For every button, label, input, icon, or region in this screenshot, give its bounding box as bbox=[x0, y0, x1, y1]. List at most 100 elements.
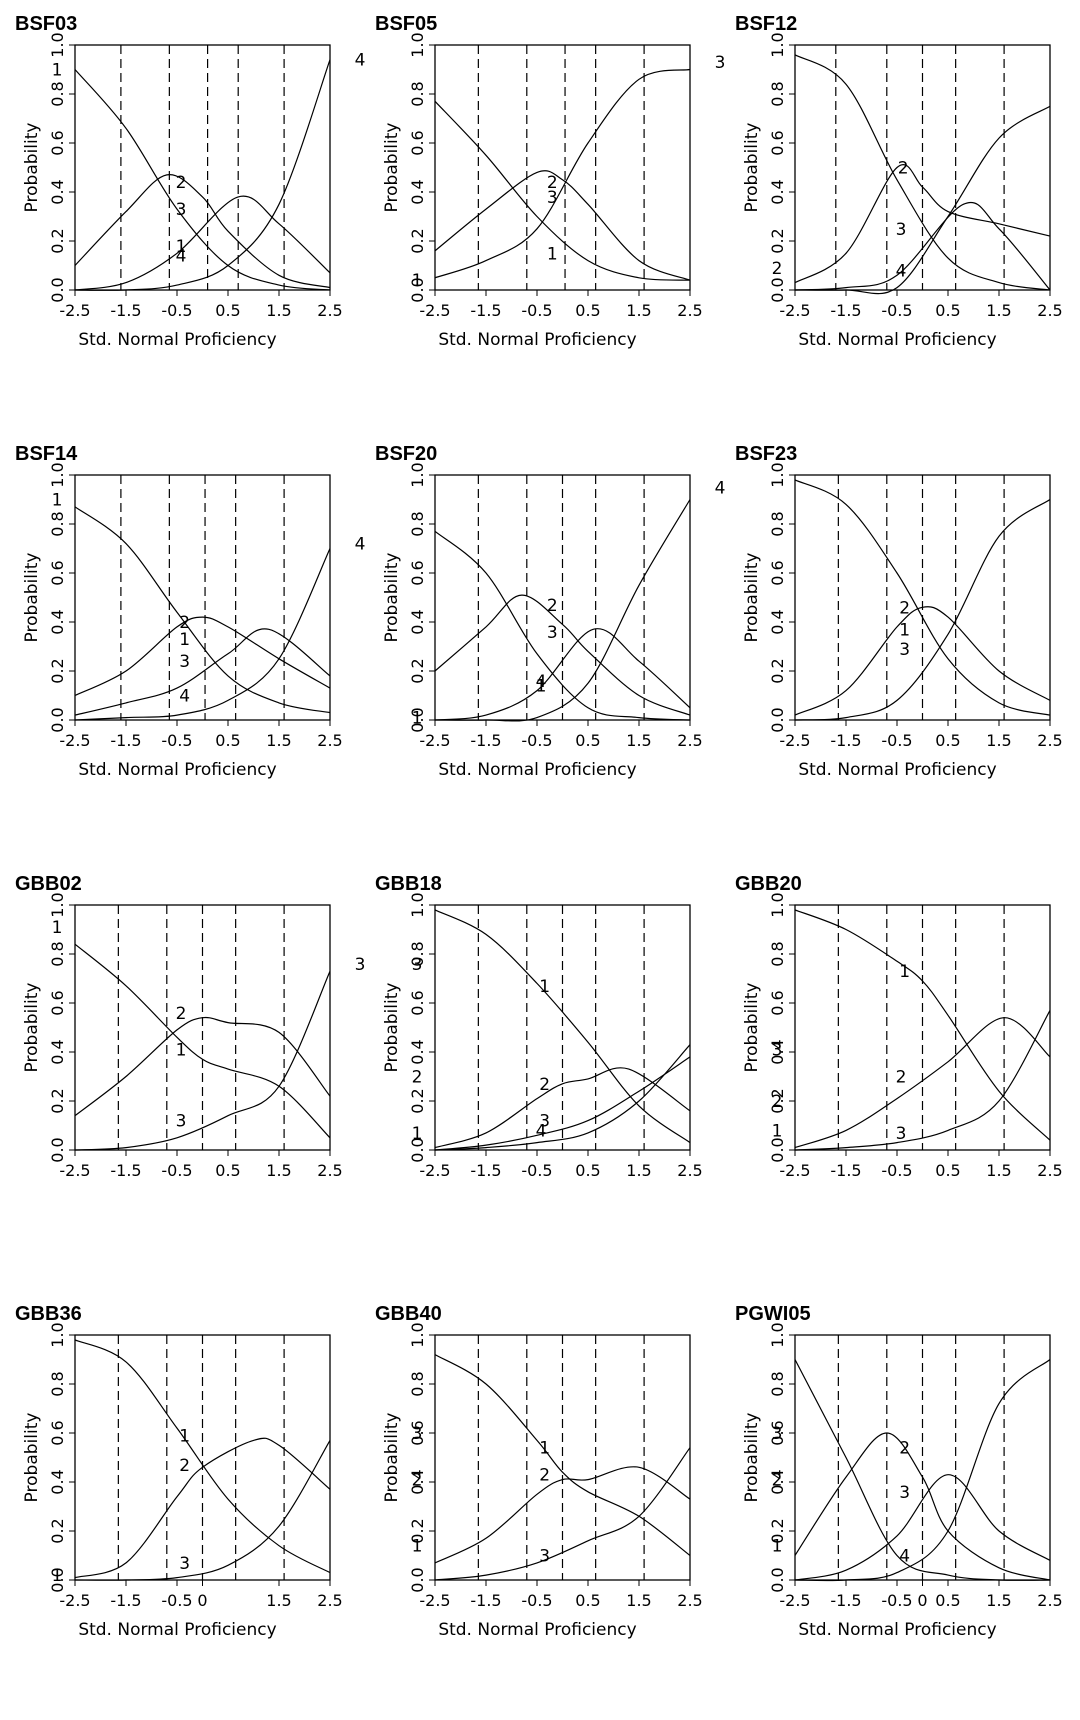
curve-label-3: 3 bbox=[899, 640, 910, 660]
x-tick-label: 2.5 bbox=[677, 301, 702, 320]
curve-label-3: 3 bbox=[179, 652, 190, 672]
chart-panel-bsf20: BSF20 -2.5 -1.5 -0.5 0.5 1.5 2.5 0.0 0.2 0.4 0.6 0.… bbox=[360, 430, 725, 860]
x-tick-label: -0.5 bbox=[161, 1161, 192, 1180]
margin-label-1: 1 bbox=[412, 1124, 423, 1144]
curve-label-3: 3 bbox=[176, 200, 187, 220]
chart-title: GBB18 bbox=[375, 873, 442, 895]
y-tick-label: 0.0 bbox=[408, 707, 427, 732]
curve-label-2: 2 bbox=[176, 1004, 187, 1024]
x-tick-label: 0.5 bbox=[575, 731, 600, 750]
y-tick-label: 0.4 bbox=[408, 1039, 427, 1064]
y-tick-label: 0.6 bbox=[768, 560, 787, 585]
y-axis-label: Probability bbox=[742, 553, 762, 643]
y-tick-label: 0.8 bbox=[48, 81, 67, 106]
curve-label-4: 4 bbox=[179, 687, 190, 707]
plot-frame bbox=[74, 44, 331, 291]
series-1-curve bbox=[794, 909, 1051, 1141]
y-tick-label: 0.2 bbox=[408, 228, 427, 253]
series-2-curve bbox=[794, 606, 1051, 716]
y-axis-label: Probability bbox=[382, 123, 402, 213]
y-tick-label: 0.4 bbox=[48, 1469, 67, 1494]
y-tick-label: 0.6 bbox=[48, 130, 67, 155]
margin-label-2: 2 bbox=[412, 1471, 423, 1491]
series-2-curve bbox=[434, 1466, 691, 1564]
curve-label-3: 3 bbox=[176, 1112, 187, 1132]
x-axis-label: Std. Normal Proficiency bbox=[78, 330, 276, 350]
series-1-curve bbox=[74, 506, 331, 714]
x-tick-label: -1.5 bbox=[110, 1591, 141, 1610]
y-tick-label: 0.8 bbox=[768, 511, 787, 536]
chart-panel-gbb20: GBB20 -2.5 -1.5 -0.5 0.5 1.5 2.5 0.0 0.2 0.4 0.6 0.… bbox=[720, 860, 1080, 1290]
x-tick-label: -0.5 bbox=[881, 301, 912, 320]
y-tick-label: 0.6 bbox=[768, 130, 787, 155]
series-2-curve bbox=[74, 1437, 331, 1579]
x-tick-label: -0.5 bbox=[161, 1591, 192, 1610]
x-tick-label: 1.5 bbox=[986, 731, 1011, 750]
curve-label-3: 3 bbox=[899, 1483, 910, 1503]
y-tick-label: 0.8 bbox=[408, 1371, 427, 1396]
series-1-curve bbox=[74, 1339, 331, 1574]
curve-label-1: 1 bbox=[179, 1426, 190, 1446]
curve-label-1: 1 bbox=[899, 620, 910, 640]
y-tick-label: 0.0 bbox=[768, 1137, 787, 1162]
y-tick-label: 0.0 bbox=[48, 1567, 67, 1592]
curve-label-2: 2 bbox=[179, 613, 190, 633]
x-tick-label: 2.5 bbox=[1037, 731, 1062, 750]
y-tick-label: 0.2 bbox=[408, 1518, 427, 1543]
y-tick-label: 0.0 bbox=[48, 277, 67, 302]
series-3-curve bbox=[794, 1010, 1051, 1151]
y-axis-label: Probability bbox=[742, 123, 762, 213]
x-tick-label: -0.5 bbox=[161, 301, 192, 320]
series-3-curve bbox=[434, 1056, 691, 1151]
chart-panel-pgwi05: PGWI05 -2.5 -1.5 -0.5 0 0.5 1.5 2.5 0.0 0.2 0.4 0.6… bbox=[720, 1290, 1080, 1720]
chart-svg: GBB20 -2.5 -1.5 -0.5 0.5 1.5 2.5 0.0 0.2 0.4 0.6 0.… bbox=[735, 873, 1063, 1180]
chart-title: GBB36 bbox=[15, 1303, 82, 1325]
series-2-curve bbox=[794, 164, 1051, 284]
x-tick-label: -2.5 bbox=[779, 1161, 810, 1180]
curve-label-2: 2 bbox=[176, 173, 187, 193]
x-tick-label: -2.5 bbox=[59, 301, 90, 320]
chart-panel-gbb18: GBB18 -2.5 -1.5 -0.5 0.5 1.5 2.5 0.0 0.2 0.4 0.6 0.… bbox=[360, 860, 720, 1290]
y-tick-label: 1.0 bbox=[408, 32, 427, 57]
chart-svg: GBB40 -2.5 -1.5 -0.5 0.5 1.5 2.5 0.0 0.2 0.4 0.6 0.… bbox=[375, 1303, 703, 1640]
curve-label-2: 2 bbox=[539, 1075, 550, 1095]
series-1-curve bbox=[794, 1359, 1051, 1581]
margin-label-3: 3 bbox=[715, 53, 726, 73]
x-tick-label: -0.5 bbox=[881, 731, 912, 750]
series-4-curve bbox=[794, 1359, 1051, 1582]
chart-svg: BSF14 -2.5 -1.5 -0.5 0.5 1.5 2.5 0.0 0.2 0.4 0.6 0.… bbox=[15, 443, 365, 780]
y-tick-label: 0.8 bbox=[768, 81, 787, 106]
series-4-curve bbox=[434, 499, 691, 722]
x-tick-label: 1.5 bbox=[626, 1161, 651, 1180]
chart-svg: PGWI05 -2.5 -1.5 -0.5 0 0.5 1.5 2.5 0.0 0.2 0.4 0.6… bbox=[735, 1303, 1063, 1640]
curve-label-2: 2 bbox=[539, 1466, 550, 1486]
y-tick-label: 0.0 bbox=[768, 707, 787, 732]
y-tick-label: 0.2 bbox=[768, 658, 787, 683]
y-tick-label: 0.8 bbox=[48, 941, 67, 966]
y-tick-label: 0.6 bbox=[48, 560, 67, 585]
series-4-curve bbox=[74, 59, 331, 291]
curve-label-3: 3 bbox=[179, 1554, 190, 1574]
curve-label-1: 1 bbox=[539, 1439, 550, 1459]
margin-label-1: 1 bbox=[52, 61, 63, 81]
series-3-curve bbox=[434, 1447, 691, 1581]
margin-label-1: 1 bbox=[52, 491, 63, 511]
y-tick-label: 0.6 bbox=[408, 990, 427, 1015]
margin-label-4: 4 bbox=[355, 535, 366, 555]
y-tick-label: 1.0 bbox=[768, 892, 787, 917]
curve-label-3: 3 bbox=[539, 1547, 550, 1567]
series-2-curve bbox=[434, 594, 691, 716]
y-axis-label: Probability bbox=[742, 1413, 762, 1503]
margin-label-1: 1 bbox=[772, 1121, 783, 1141]
x-tick-label: -0.5 bbox=[161, 731, 192, 750]
curve-label-4: 4 bbox=[536, 1121, 547, 1141]
x-tick-label: -0.5 bbox=[881, 1591, 912, 1610]
y-tick-label: 0.8 bbox=[408, 941, 427, 966]
y-tick-label: 0.6 bbox=[48, 1420, 67, 1445]
y-tick-label: 1.0 bbox=[408, 1322, 427, 1347]
margin-label-4: 4 bbox=[715, 478, 726, 498]
y-tick-label: 0.2 bbox=[48, 1088, 67, 1113]
x-tick-label: 0.5 bbox=[575, 1591, 600, 1610]
x-tick-label: -2.5 bbox=[419, 1591, 450, 1610]
x-tick-label: -0.5 bbox=[521, 731, 552, 750]
